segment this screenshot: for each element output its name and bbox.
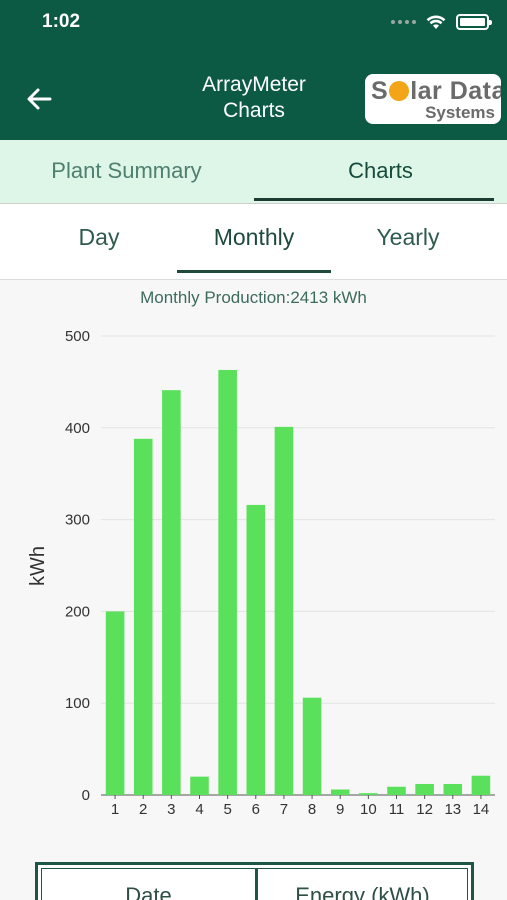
bar xyxy=(133,438,153,795)
x-tick-label: 6 xyxy=(252,801,260,818)
bar xyxy=(387,786,406,795)
x-tick-label: 9 xyxy=(336,801,344,818)
x-tick-label: 1 xyxy=(111,801,119,818)
x-tick-label: 3 xyxy=(167,801,175,818)
x-tick-label: 12 xyxy=(416,801,433,818)
y-tick-label: 200 xyxy=(65,603,90,620)
y-tick-label: 300 xyxy=(65,512,90,529)
column-header-date: Date xyxy=(42,869,258,900)
y-axis-label: kWh xyxy=(27,546,49,586)
active-period-indicator xyxy=(177,270,331,273)
status-time: 1:02 xyxy=(42,11,81,32)
status-icons xyxy=(391,14,492,30)
y-tick-label: 100 xyxy=(65,695,90,712)
bar xyxy=(105,611,125,795)
y-tick-label: 0 xyxy=(82,787,90,804)
x-tick-label: 5 xyxy=(223,801,231,818)
tab-plant-summary[interactable]: Plant Summary xyxy=(51,158,202,183)
x-tick-label: 7 xyxy=(280,801,288,818)
bar xyxy=(274,426,294,795)
bar xyxy=(246,504,266,795)
bar xyxy=(443,783,463,795)
chart-title: Monthly Production:2413 kWh xyxy=(140,288,367,307)
bar xyxy=(302,697,322,795)
main-tabs: Plant Summary Charts xyxy=(0,140,507,204)
x-tick-label: 2 xyxy=(139,801,147,818)
tab-charts[interactable]: Charts xyxy=(348,158,413,183)
bar xyxy=(415,783,434,795)
active-tab-indicator xyxy=(254,198,494,201)
column-header-energy: Energy (kWh) xyxy=(295,883,430,900)
bar xyxy=(162,390,181,795)
x-tick-label: 13 xyxy=(444,801,461,818)
bar xyxy=(190,776,209,795)
y-tick-label: 500 xyxy=(65,328,90,345)
tab-monthly[interactable]: Monthly xyxy=(213,224,295,250)
bar xyxy=(218,369,237,795)
signal-icon xyxy=(391,20,416,24)
wifi-icon xyxy=(426,14,446,29)
period-tabs: Day Monthly Yearly xyxy=(0,204,507,280)
x-tick-label: 11 xyxy=(389,801,405,818)
bar xyxy=(330,789,350,795)
bar xyxy=(471,775,491,795)
x-tick-label: 4 xyxy=(195,801,203,818)
back-arrow-icon[interactable] xyxy=(24,84,54,114)
battery-icon xyxy=(456,14,492,30)
tab-yearly[interactable]: Yearly xyxy=(376,224,440,250)
x-tick-label: 14 xyxy=(473,801,490,818)
y-tick-label: 400 xyxy=(65,420,90,437)
logo-subtext: Systems xyxy=(425,103,495,122)
x-tick-label: 8 xyxy=(308,801,316,818)
x-tick-label: 10 xyxy=(360,801,377,818)
tab-day[interactable]: Day xyxy=(78,224,120,250)
energy-table-header: Date Energy (kWh) xyxy=(35,862,474,900)
bar xyxy=(359,793,378,795)
page-title: ArrayMeter Charts xyxy=(202,73,306,122)
